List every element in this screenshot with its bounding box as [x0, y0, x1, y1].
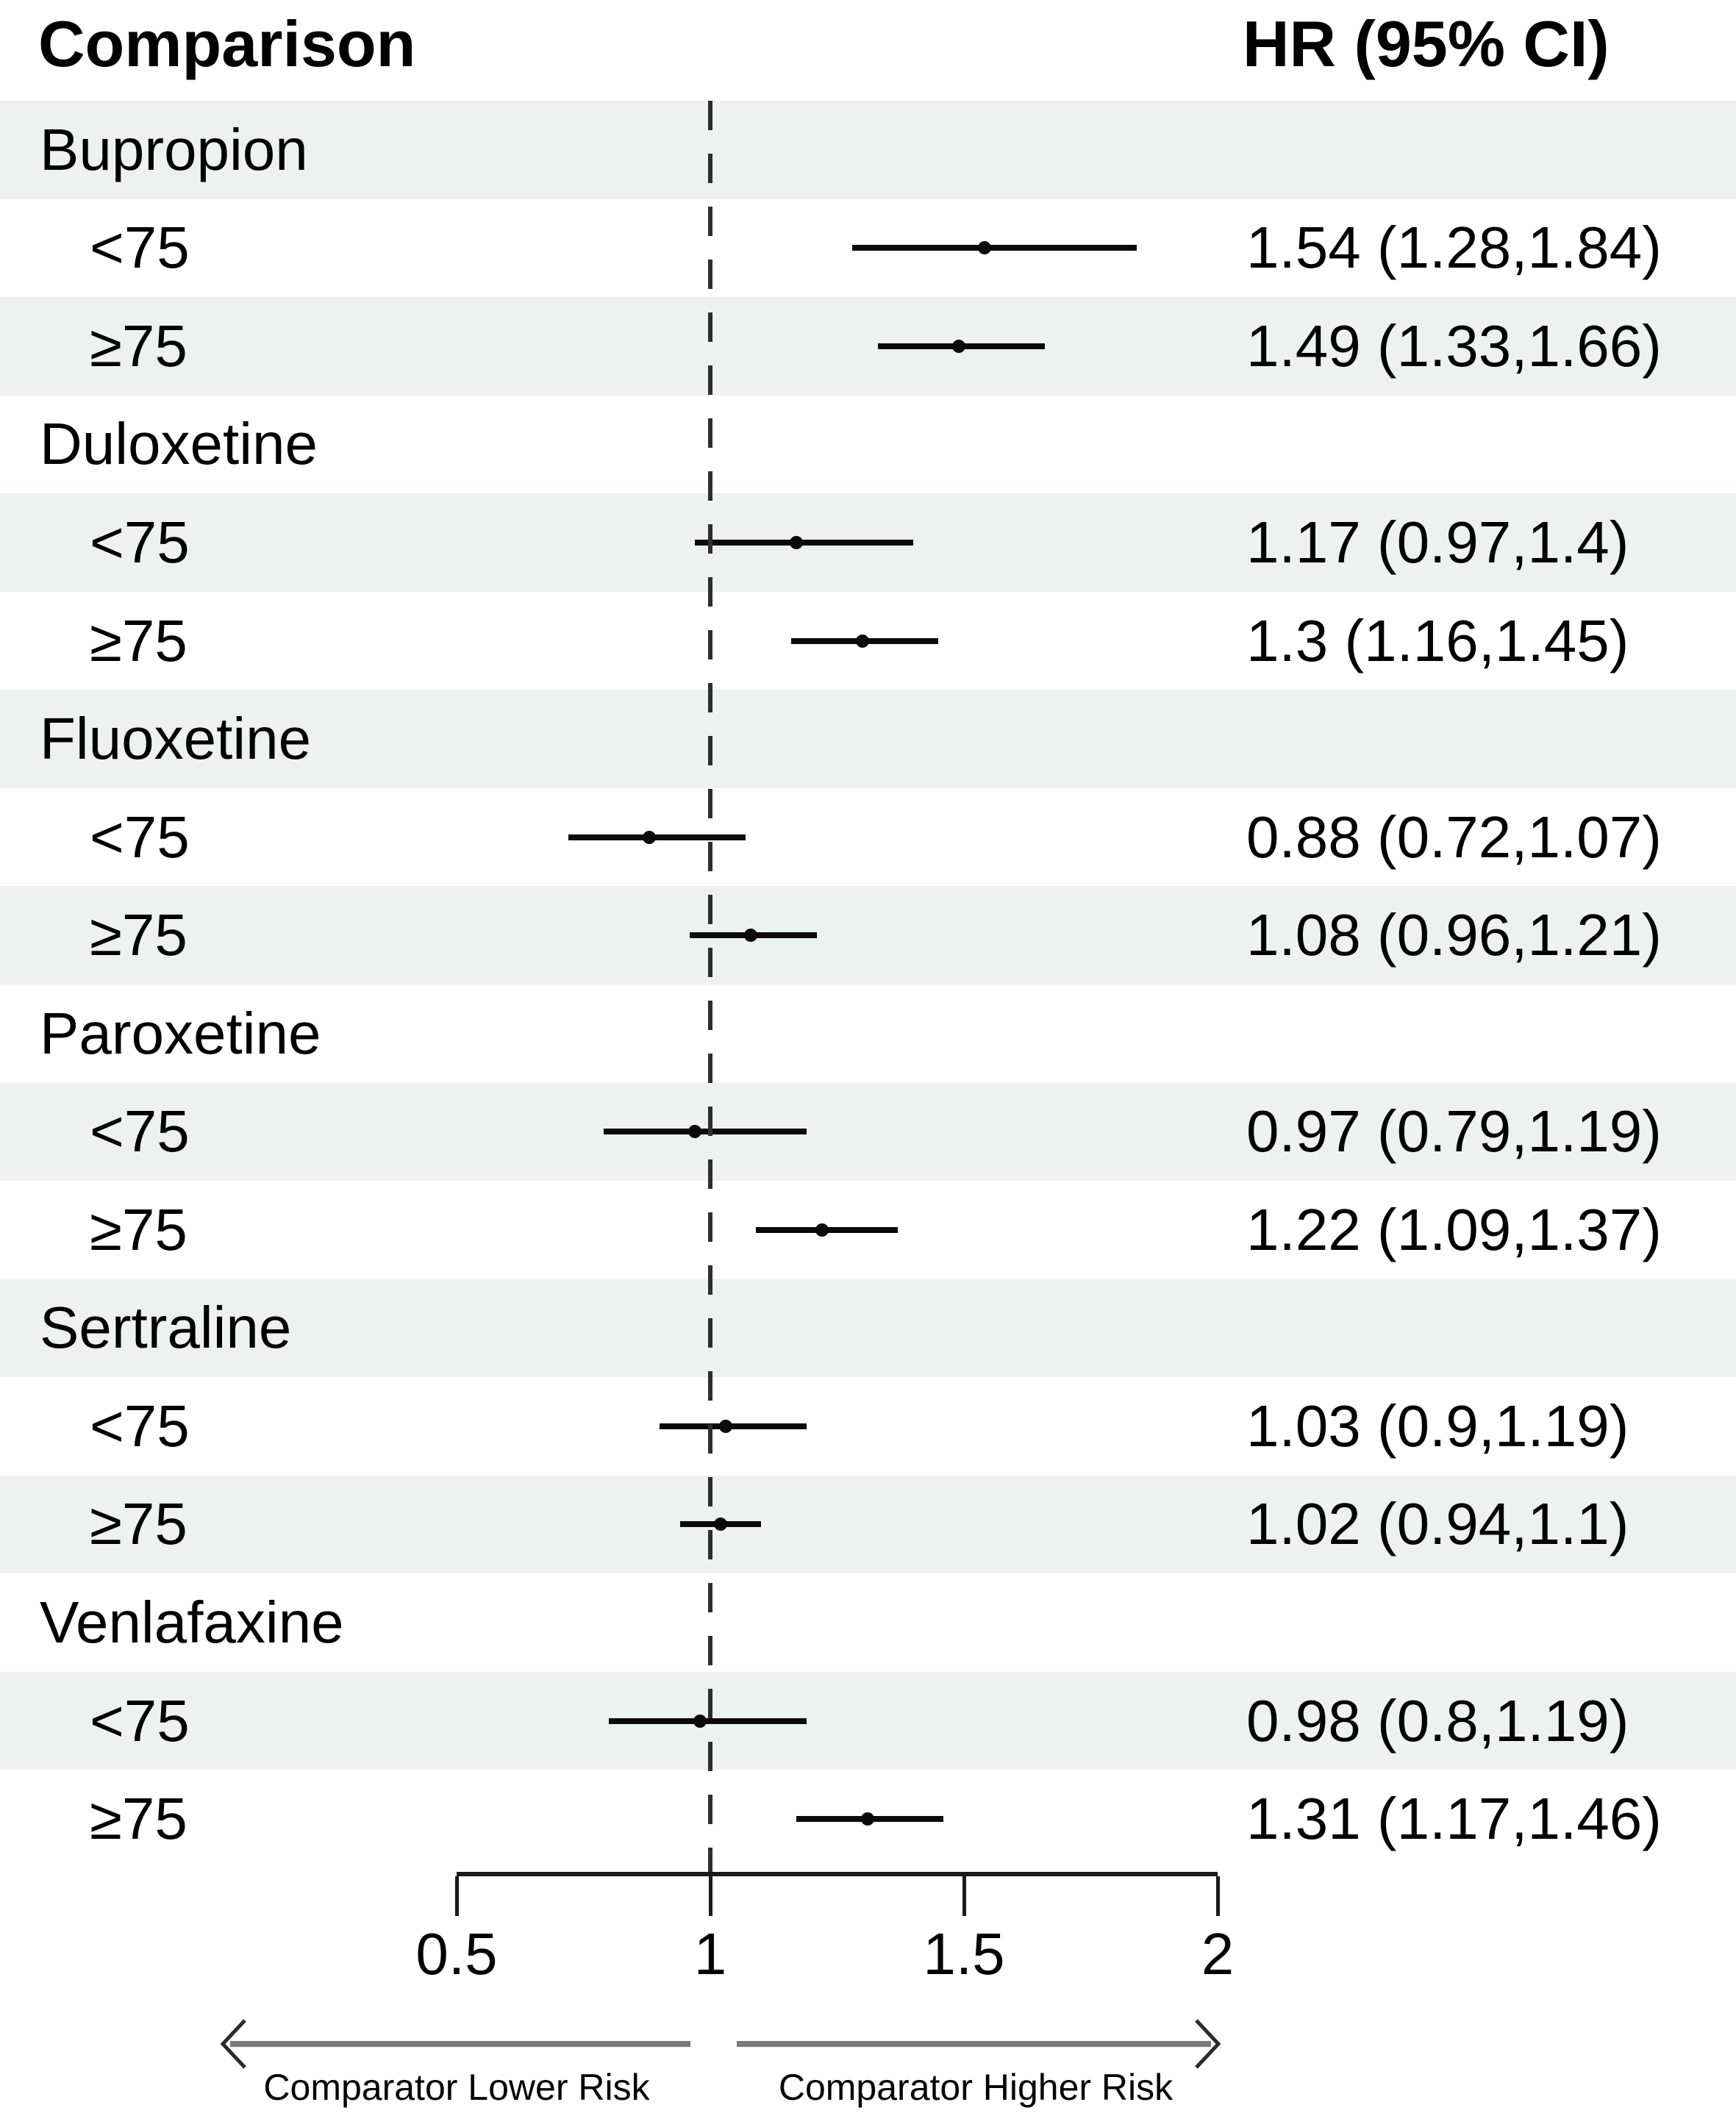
group-row: Sertraline	[0, 1279, 1736, 1378]
forest-row: <75 0.97 (0.79,1.19)	[0, 1082, 1736, 1182]
group-row: Venlafaxine	[0, 1573, 1736, 1672]
age-group-label: <75	[90, 509, 190, 575]
x-axis-tick-label: 1.5	[923, 1921, 1005, 1987]
forest-row: ≥75 1.02 (0.94,1.1)	[0, 1475, 1736, 1574]
ci-line	[660, 1423, 807, 1429]
drug-label: Venlafaxine	[40, 1589, 344, 1655]
x-axis-tick-label: 2	[1201, 1921, 1235, 1987]
reference-line-hr1	[708, 101, 712, 1872]
forest-row: <75 0.88 (0.72,1.07)	[0, 788, 1736, 887]
ci-line	[568, 834, 746, 840]
ci-line	[604, 1129, 807, 1135]
forest-row: <75 1.54 (1.28,1.84)	[0, 199, 1736, 298]
age-group-label: <75	[90, 215, 190, 281]
forest-rows: Bupropion <75 1.54 (1.28,1.84) ≥75 1.49 (1.3…	[0, 101, 1736, 1868]
drug-label: Duloxetine	[40, 411, 318, 477]
hr-ci-value: 0.98 (0.8,1.19)	[1246, 1687, 1629, 1754]
comparator-higher-risk-label: Comparator Higher Risk	[778, 2067, 1174, 2108]
forest-row: <75 0.98 (0.8,1.19)	[0, 1671, 1736, 1770]
group-row: Duloxetine	[0, 396, 1736, 494]
group-row: Bupropion	[0, 101, 1736, 199]
hr-ci-value: 1.22 (1.09,1.37)	[1246, 1196, 1662, 1262]
hr-ci-value: 1.08 (0.96,1.21)	[1246, 902, 1662, 968]
age-group-label: ≥75	[90, 1491, 187, 1557]
x-axis-tick	[708, 1876, 712, 1916]
group-row: Fluoxetine	[0, 690, 1736, 788]
forest-row: ≥75 1.3 (1.16,1.45)	[0, 592, 1736, 690]
age-group-label: ≥75	[90, 607, 187, 673]
x-axis-tick	[454, 1876, 459, 1916]
point-estimate	[815, 1223, 829, 1237]
point-estimate	[856, 634, 869, 648]
point-estimate	[718, 1419, 732, 1433]
hr-ci-value: 1.17 (0.97,1.4)	[1246, 509, 1629, 575]
hr-ci-value: 1.3 (1.16,1.45)	[1246, 607, 1629, 673]
hr-ci-value: 1.03 (0.9,1.19)	[1246, 1393, 1629, 1459]
age-group-label: ≥75	[90, 1196, 187, 1262]
x-axis-tick	[1215, 1876, 1220, 1916]
age-group-label: <75	[90, 1393, 190, 1459]
forest-row: <75 1.03 (0.9,1.19)	[0, 1377, 1736, 1476]
hr-ci-value: 1.31 (1.17,1.46)	[1246, 1786, 1662, 1852]
point-estimate	[952, 339, 966, 353]
x-axis-tick	[962, 1876, 966, 1916]
comparator-lower-risk-label: Comparator Lower Risk	[263, 2067, 650, 2108]
forest-row: ≥75 1.08 (0.96,1.21)	[0, 886, 1736, 984]
group-row: Paroxetine	[0, 984, 1736, 1083]
hr-ci-value: 0.88 (0.72,1.07)	[1246, 804, 1662, 870]
age-group-label: ≥75	[90, 1786, 187, 1852]
forest-row: ≥75 1.31 (1.17,1.46)	[0, 1770, 1736, 1868]
age-group-label: <75	[90, 1098, 190, 1165]
ci-line	[695, 539, 913, 546]
point-estimate	[977, 241, 991, 255]
hr-ci-column-header: HR (95% CI)	[1243, 7, 1610, 80]
point-estimate	[744, 929, 758, 943]
forest-row: ≥75 1.22 (1.09,1.37)	[0, 1181, 1736, 1279]
direction-arrows	[220, 2019, 1221, 2069]
drug-label: Bupropion	[40, 116, 308, 182]
hr-ci-value: 0.97 (0.79,1.19)	[1246, 1098, 1662, 1165]
ci-line	[609, 1717, 807, 1724]
drug-label: Sertraline	[40, 1295, 292, 1361]
hr-ci-value: 1.02 (0.94,1.1)	[1246, 1491, 1629, 1557]
point-estimate	[860, 1812, 874, 1826]
age-group-label: <75	[90, 804, 190, 870]
age-group-label: <75	[90, 1687, 190, 1754]
hr-ci-value: 1.49 (1.33,1.66)	[1246, 312, 1662, 379]
x-axis-tick-label: 1	[693, 1921, 727, 1987]
point-estimate	[790, 535, 804, 549]
age-group-label: ≥75	[90, 902, 187, 968]
right-arrow-icon	[1195, 2019, 1221, 2069]
age-group-label: ≥75	[90, 312, 187, 379]
hr-ci-value: 1.54 (1.28,1.84)	[1246, 215, 1662, 281]
x-axis-tick-label: 0.5	[415, 1921, 498, 1987]
left-arrow-icon	[220, 2019, 246, 2069]
point-estimate	[693, 1714, 707, 1728]
comparison-column-header: Comparison	[38, 7, 416, 80]
drug-label: Fluoxetine	[40, 706, 312, 772]
x-axis-line	[457, 1872, 1218, 1876]
forest-row: <75 1.17 (0.97,1.4)	[0, 493, 1736, 592]
point-estimate	[713, 1518, 727, 1531]
ci-line	[852, 245, 1137, 251]
drug-label: Paroxetine	[40, 1000, 321, 1066]
point-estimate	[688, 1125, 702, 1139]
point-estimate	[643, 830, 657, 844]
forest-row: ≥75 1.49 (1.33,1.66)	[0, 297, 1736, 396]
